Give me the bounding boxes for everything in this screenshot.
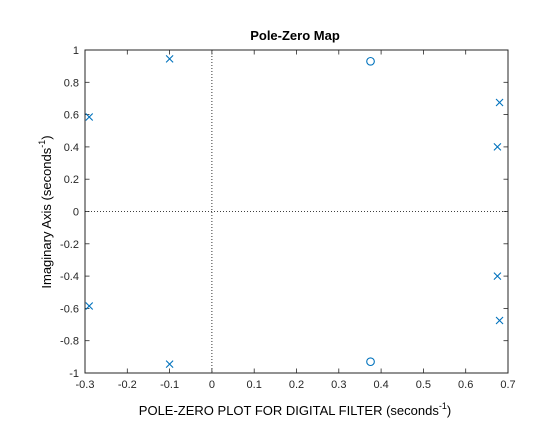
pole-marker-stroke [493,272,502,280]
pole-marker [493,272,502,280]
x-axis-label-main: POLE-ZERO PLOT FOR DIGITAL FILTER (secon… [139,403,440,418]
y-axis-label-main: Imaginary Axis (seconds [39,147,54,288]
x-tick-label: 0.7 [500,379,515,391]
y-tick-label: 1 [73,45,79,57]
pole-marker-stroke [165,360,174,369]
y-axis-label-sup: -1 [37,140,47,148]
axis-ticks: -0.3 -0.2 -0.1 0 0.1 0.2 0.3 0.4 0.5 0.6 0.7 -1 -0.8… [60,45,516,391]
pole-marker [495,316,504,325]
y-tick-label: 0.4 [64,142,79,154]
y-tick-label: 0.6 [64,110,79,122]
pole-marker-stroke [85,113,94,121]
y-tick-label: 0 [73,207,79,219]
x-axis-label-close: ) [447,403,451,418]
x-tick-label: 0.3 [331,379,346,391]
plot-area [84,49,509,374]
zero-marker [366,56,375,66]
data-markers [85,54,504,369]
y-tick-label: -0.2 [60,239,79,251]
x-tick-label: 0 [209,379,215,391]
x-tick-label: -0.3 [76,379,95,391]
pole-marker [165,54,174,63]
y-tick-label: -0.8 [60,336,79,348]
chart-title: Pole-Zero Map [250,28,340,43]
x-tick-label: -0.1 [160,379,179,391]
pole-marker-stroke [493,143,502,151]
x-axis-label-sup: -1 [439,401,447,411]
plot-frame [84,49,509,374]
x-tick-label: 0.6 [458,379,473,391]
pole-marker [165,360,174,369]
pole-marker-stroke [165,54,174,63]
pole-marker [85,302,94,310]
pole-marker-stroke [495,316,504,325]
x-tick-label: 0.2 [289,379,304,391]
x-axis-label: POLE-ZERO PLOT FOR DIGITAL FILTER (secon… [139,401,451,418]
y-tick-label: 0.8 [64,77,79,89]
zero-marker [366,357,375,367]
x-tick-label: 0.5 [416,379,431,391]
pole-marker [495,98,504,107]
pole-marker [493,143,502,151]
y-axis-label-close: ) [39,135,54,139]
y-tick-label: -1 [69,368,79,380]
y-tick-label: 0.2 [64,174,79,186]
x-tick-label: 0.1 [247,379,262,391]
pole-marker [85,113,94,121]
x-tick-label: 0.4 [373,379,388,391]
x-tick-label: -0.2 [118,379,137,391]
pole-marker-stroke [495,98,504,107]
y-tick-label: -0.6 [60,303,79,315]
y-axis-label: Imaginary Axis (seconds-1) [37,135,54,288]
y-tick-label: -0.4 [60,271,79,283]
pole-marker-stroke [85,302,94,310]
